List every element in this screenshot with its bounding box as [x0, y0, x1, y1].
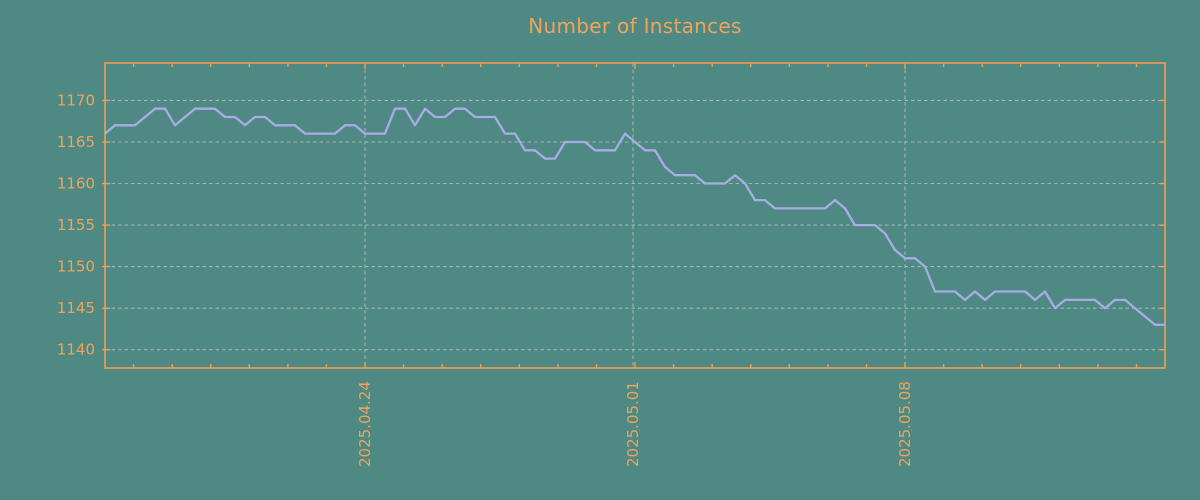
y-tick-label: 1170: [57, 91, 95, 109]
y-tick-label: 1160: [57, 175, 95, 193]
y-tick-label: 1155: [57, 216, 95, 234]
y-tick-label: 1150: [57, 258, 95, 276]
plot-border: [104, 62, 1166, 369]
x-tick-label: 2025.05.08: [896, 381, 914, 467]
y-tick-label: 1145: [57, 299, 95, 317]
y-tick-label: 1165: [57, 133, 95, 151]
x-tick-label: 2025.05.01: [624, 381, 642, 467]
y-tick-label: 1140: [57, 341, 95, 359]
series-line-instances: [104, 107, 1165, 326]
x-tick-label: 2025.04.24: [356, 381, 374, 467]
chart-title: Number of Instances: [528, 14, 742, 38]
